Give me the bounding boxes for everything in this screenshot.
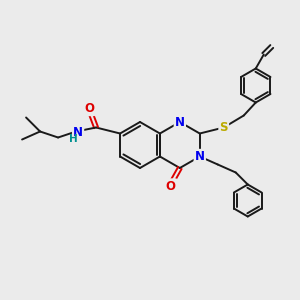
Text: S: S (220, 121, 228, 134)
Text: N: N (175, 116, 185, 128)
Text: N: N (195, 150, 205, 163)
Text: O: O (166, 179, 176, 193)
Text: O: O (84, 102, 94, 115)
Text: H: H (69, 134, 77, 145)
Text: N: N (73, 126, 83, 139)
